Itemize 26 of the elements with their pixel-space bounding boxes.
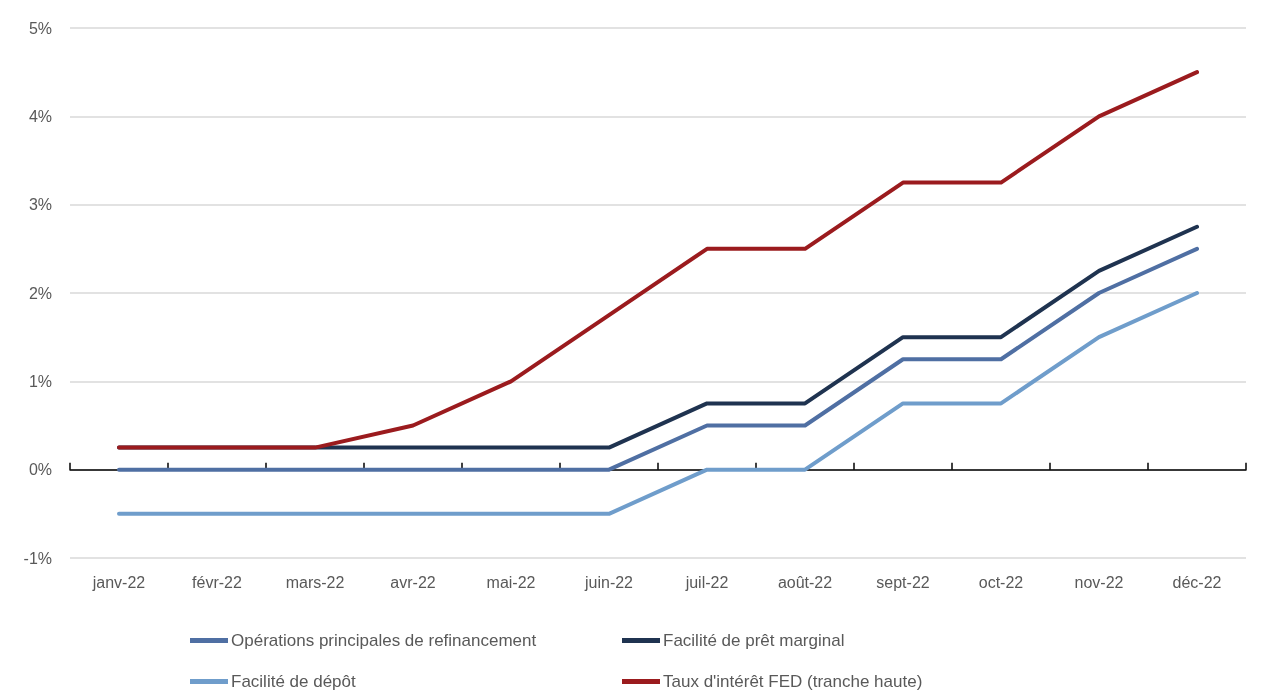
y-tick-label: 2%	[28, 284, 52, 302]
x-tick-label: nov-22	[1074, 573, 1124, 591]
y-tick-label: -1%	[23, 549, 52, 567]
legend-label: Facilité de dépôt	[231, 672, 357, 691]
x-tick-label: mai-22	[486, 573, 536, 591]
x-tick-label: sept-22	[876, 573, 930, 591]
x-tick-label: août-22	[777, 573, 833, 591]
x-tick-label: déc-22	[1172, 573, 1222, 591]
y-tick-label: 0%	[28, 461, 52, 479]
y-tick-label: 5%	[28, 19, 52, 37]
y-tick-label: 1%	[28, 372, 52, 390]
x-tick-label: mars-22	[285, 573, 345, 591]
line-series	[117, 246, 1199, 472]
line-series	[117, 70, 1199, 450]
y-tick-label: 3%	[28, 196, 52, 214]
x-tick-label: juin-22	[583, 573, 634, 591]
line-series	[117, 291, 1199, 516]
legend-label: Facilité de prêt marginal	[663, 631, 845, 650]
legend-label: Opérations principales de refinancement	[231, 631, 537, 650]
y-tick-label: 4%	[28, 107, 52, 125]
x-tick-label: févr-22	[192, 573, 242, 591]
x-tick-label: oct-22	[978, 573, 1024, 591]
x-tick-label: juil-22	[684, 573, 729, 591]
x-tick-label: avr-22	[390, 573, 436, 591]
x-tick-label: janv-22	[91, 573, 146, 591]
legend-label: Taux d'intérêt FED (tranche haute)	[663, 672, 923, 691]
